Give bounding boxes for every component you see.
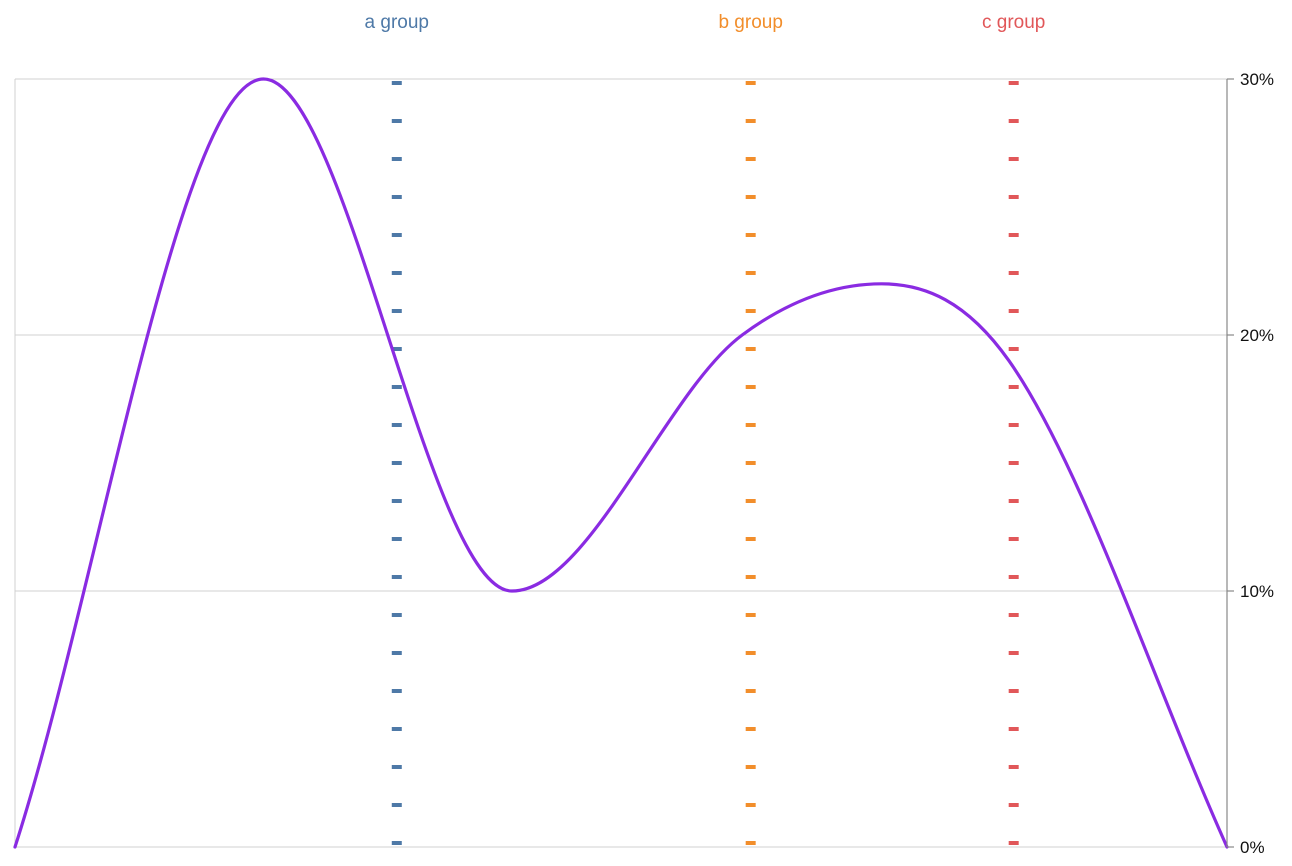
y-tick-label-3: 30%	[1240, 70, 1274, 89]
group-label-0: a group	[365, 12, 429, 33]
y-axis: 0% 10% 20% 30%	[1226, 70, 1274, 857]
group-label-1: b group	[718, 12, 782, 33]
grid	[14, 78, 1227, 848]
series-layer	[13, 77, 1229, 849]
series-line-0	[13, 77, 1229, 849]
y-tick-label-1: 10%	[1240, 582, 1274, 601]
group-label-2: c group	[982, 12, 1045, 33]
y-tick-label-0: 0%	[1240, 838, 1265, 857]
group-markers	[391, 81, 1019, 847]
y-tick-label-2: 20%	[1240, 326, 1274, 345]
group-labels: a group b group c group	[365, 12, 1046, 33]
